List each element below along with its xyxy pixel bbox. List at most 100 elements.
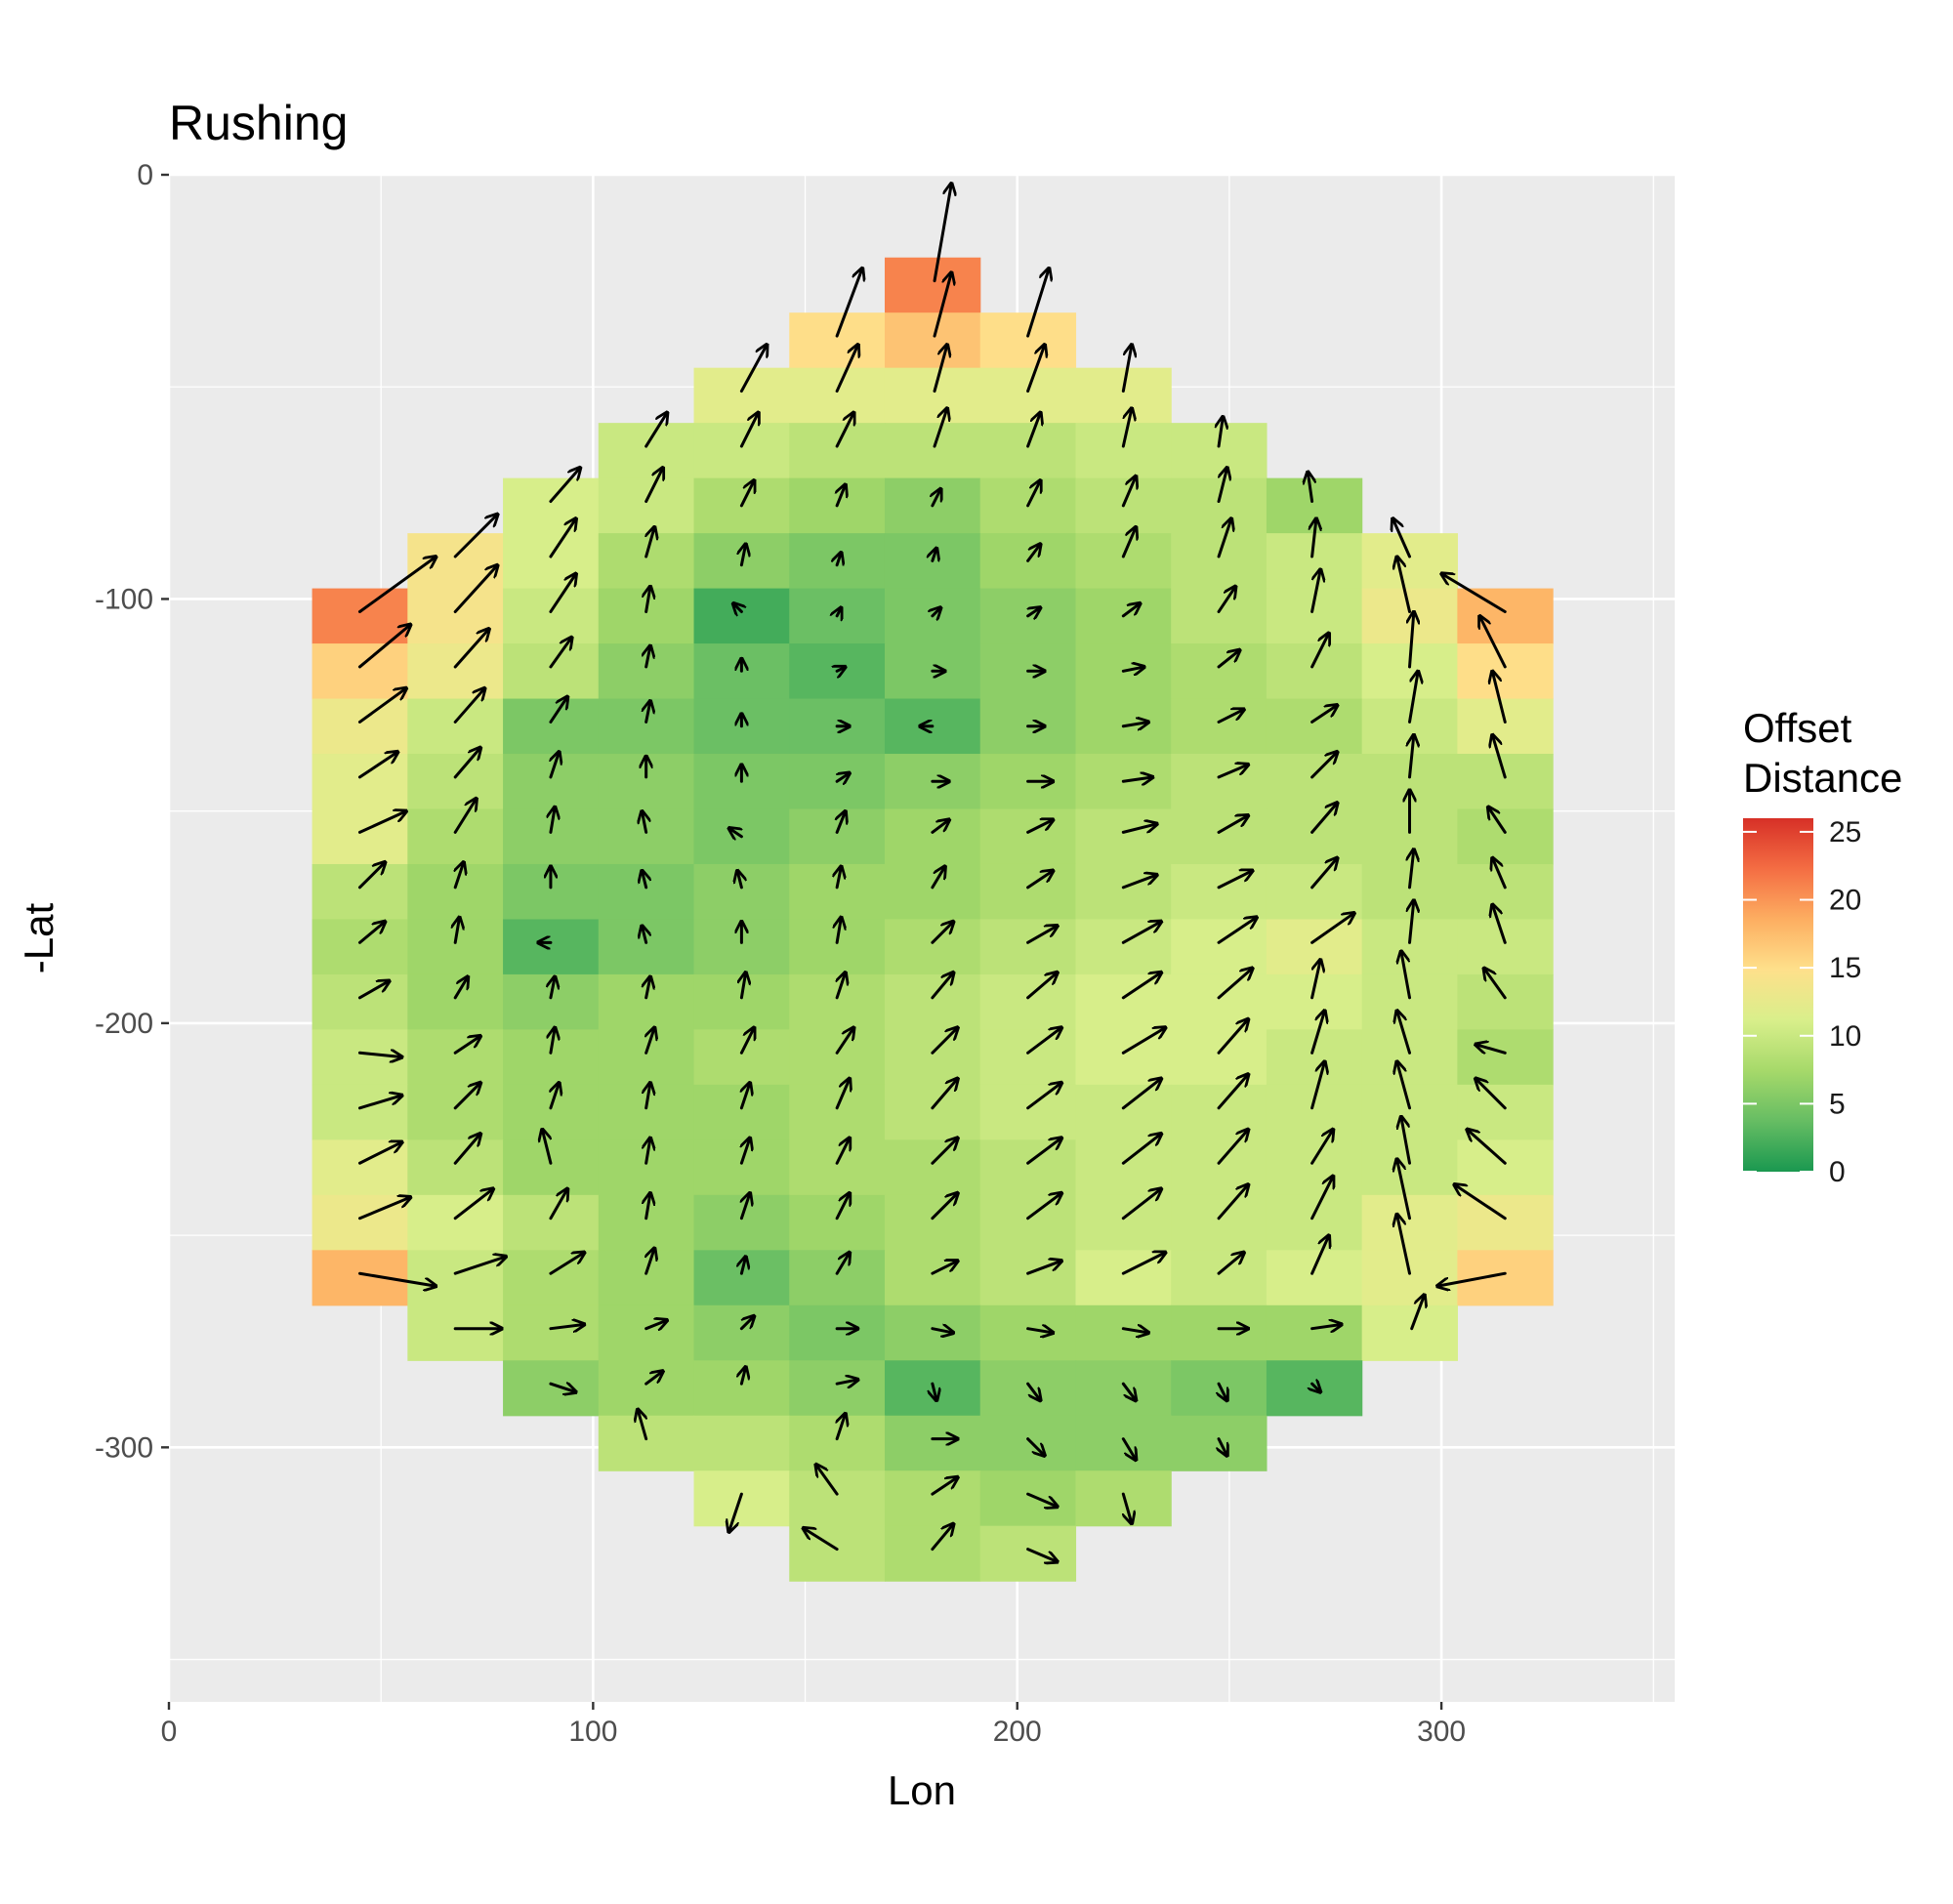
offset-arrow — [837, 811, 846, 834]
offset-arrow — [646, 1248, 655, 1275]
offset-arrow — [542, 1130, 553, 1165]
heatmap-tile — [884, 1139, 981, 1196]
heatmap-tile — [312, 588, 408, 644]
offset-arrow — [1310, 1235, 1329, 1275]
x-axis-title: Lon — [888, 1767, 956, 1813]
heatmap-tile — [1361, 1194, 1458, 1251]
offset-arrow — [837, 484, 846, 508]
heatmap-tile — [693, 1470, 790, 1527]
offset-arrow — [835, 1193, 850, 1221]
legend: Offset Distance 0 5 10 15 20 25 — [1743, 705, 1902, 1188]
offset-arrow — [1479, 616, 1507, 669]
offset-arrow — [455, 917, 459, 944]
heatmap-tile — [1171, 1194, 1267, 1251]
offset-arrow — [837, 866, 841, 890]
heatmap-tile — [598, 1304, 695, 1361]
heatmap-tile — [1171, 533, 1267, 590]
offset-arrow — [1310, 633, 1329, 669]
offset-arrow — [728, 1492, 743, 1532]
heatmap-tile — [884, 1029, 981, 1086]
heatmap-tile — [1457, 1029, 1554, 1086]
heatmap-tile — [1075, 808, 1172, 865]
heatmap-tile — [312, 1139, 408, 1196]
heatmap-tile — [979, 1415, 1077, 1471]
heatmap-tile — [503, 1139, 600, 1196]
offset-arrow — [1396, 1214, 1412, 1275]
offset-arrow — [1396, 1159, 1412, 1221]
heatmap-tile — [312, 643, 408, 700]
offset-arrow — [549, 1324, 585, 1328]
heatmap-tile — [1361, 698, 1458, 755]
heatmap-tile — [1457, 588, 1554, 644]
heatmap-tile — [598, 698, 695, 755]
heatmap-tile — [503, 698, 600, 755]
offset-arrow — [1217, 468, 1227, 504]
offset-arrow — [1492, 734, 1507, 779]
x-tick-label: 100 — [568, 1716, 617, 1748]
heatmap-tile — [789, 312, 886, 369]
heatmap-tile — [1266, 643, 1363, 700]
offset-arrow — [1310, 705, 1338, 724]
offset-arrow — [835, 1252, 850, 1275]
offset-arrow — [357, 1197, 410, 1221]
legend-title-line-2: Distance — [1743, 755, 1902, 801]
offset-arrow — [1308, 472, 1311, 504]
offset-arrow — [1454, 1184, 1507, 1221]
offset-arrow — [549, 696, 567, 724]
heatmap-tile — [503, 1360, 600, 1417]
offset-arrow — [549, 573, 576, 613]
heatmap-tile — [1457, 808, 1554, 865]
heatmap-tile — [884, 312, 981, 369]
offset-arrow — [835, 1380, 858, 1384]
offset-arrow — [357, 862, 385, 890]
offset-arrow — [1410, 900, 1414, 944]
heatmap-tile — [503, 477, 600, 534]
offset-arrow — [1312, 518, 1316, 559]
offset-arrow — [1310, 960, 1321, 1000]
heatmap-tile — [789, 423, 886, 479]
heatmap-tile — [598, 423, 695, 479]
offset-arrow — [741, 973, 745, 1000]
offset-arrow — [1026, 1437, 1045, 1456]
offset-arrow — [549, 1188, 567, 1221]
heatmap-tile — [1457, 643, 1554, 700]
heatmap-tile — [789, 367, 886, 424]
offset-arrow — [357, 1271, 436, 1286]
offset-arrow — [1121, 527, 1136, 559]
heatmap-tile — [312, 863, 408, 921]
offset-arrow — [644, 412, 668, 448]
heatmap-tile — [1361, 1139, 1458, 1196]
heatmap-tile — [407, 698, 504, 755]
offset-arrow — [1475, 1078, 1507, 1110]
offset-arrow — [357, 1142, 401, 1165]
offset-arrow — [741, 1257, 745, 1275]
offset-arrow — [1217, 586, 1235, 613]
offset-arrow — [1026, 1329, 1054, 1333]
heatmap-tile — [598, 1029, 695, 1086]
offset-arrow — [931, 1193, 958, 1221]
offset-arrow — [728, 828, 743, 837]
offset-arrow — [646, 527, 655, 559]
offset-arrow — [646, 1027, 655, 1055]
offset-arrow — [931, 1078, 958, 1110]
offset-arrow — [1026, 870, 1054, 890]
offset-arrow — [1121, 1078, 1161, 1110]
heatmap-tile — [979, 863, 1077, 921]
heatmap-tile — [789, 973, 886, 1031]
offset-arrow — [1217, 518, 1231, 559]
legend-title-line-1: Offset — [1743, 705, 1852, 751]
heatmap-tile — [693, 1360, 790, 1417]
offset-arrow — [1026, 1138, 1062, 1165]
heatmap-tile — [693, 1084, 790, 1140]
offset-arrow — [453, 1036, 480, 1055]
heatmap-tile — [1075, 367, 1172, 424]
offset-arrow — [1121, 1027, 1165, 1055]
heatmap-tile — [979, 1304, 1077, 1361]
heatmap-tile — [884, 808, 981, 865]
heatmap-tile — [598, 477, 695, 534]
heatmap-tile — [1171, 1029, 1267, 1086]
heatmap-tile — [1361, 1304, 1458, 1361]
offset-arrow — [837, 1414, 846, 1441]
heatmap-tile — [884, 1415, 981, 1471]
offset-arrow — [931, 922, 954, 944]
